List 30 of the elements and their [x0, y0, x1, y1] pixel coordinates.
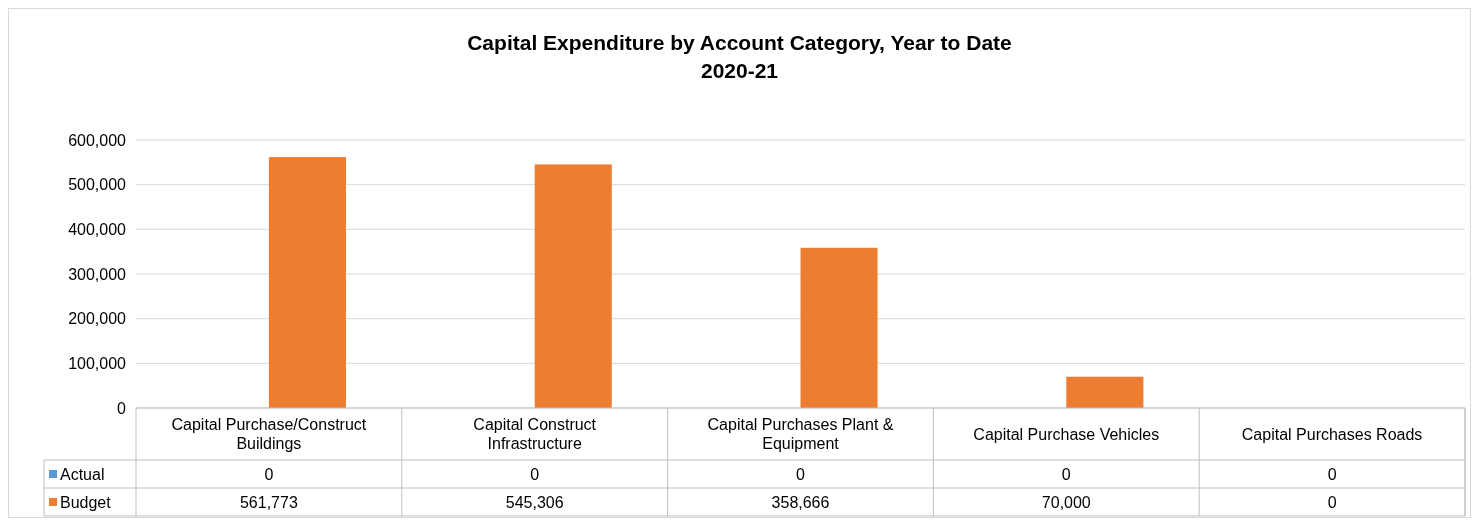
legend-label: Actual: [60, 465, 105, 483]
y-tick-label: 400,000: [68, 220, 127, 238]
x-tick-label: Capital Construct Infrastructure: [473, 416, 597, 453]
chart-title: Capital Expenditure by Account Category, Year to Date: [467, 31, 1012, 54]
x-tick-label: Capital Purchases Roads: [1241, 425, 1423, 443]
data-label: 0: [1327, 465, 1337, 483]
x-tick-label: Capital Purchase/Construct Buildings: [171, 416, 367, 453]
bar: [1066, 376, 1144, 408]
chart-subtitle: 2020-21: [700, 59, 779, 82]
data-label: 0: [530, 465, 540, 483]
data-label: 0: [264, 465, 274, 483]
x-tick-label: Capital Purchase Vehicles: [973, 425, 1160, 443]
bar: [534, 164, 612, 408]
y-tick-label: 0: [117, 399, 127, 417]
y-tick-label: 500,000: [68, 176, 127, 194]
data-label: 358,666: [771, 493, 830, 511]
y-tick-label: 100,000: [68, 354, 127, 372]
data-label: 70,000: [1041, 493, 1091, 511]
y-tick-label: 300,000: [68, 265, 127, 283]
data-label: 0: [796, 465, 806, 483]
data-label: 0: [1327, 493, 1337, 511]
bar: [268, 157, 346, 408]
data-label: 0: [1061, 465, 1071, 483]
bar: [800, 247, 878, 408]
x-tick-label: Capital Purchases Plant & Equipment: [707, 416, 894, 453]
y-tick-label: 200,000: [68, 310, 127, 328]
data-label: 545,306: [505, 493, 564, 511]
legend-label: Budget: [60, 493, 112, 511]
data-label: 561,773: [239, 493, 298, 511]
y-tick-label: 600,000: [68, 131, 127, 149]
